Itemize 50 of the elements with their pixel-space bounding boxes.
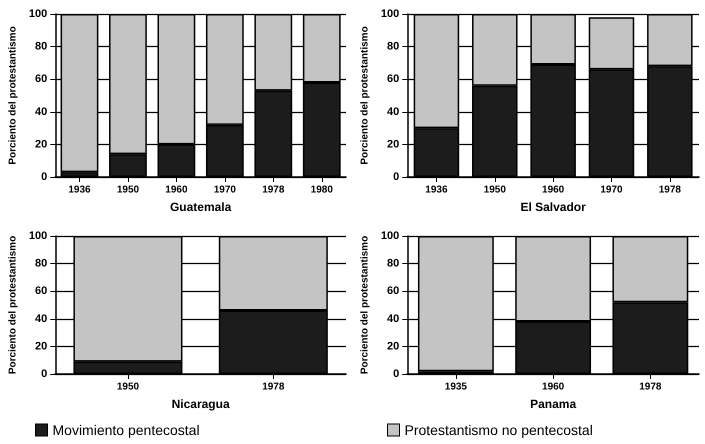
y-tick-label: 40 (35, 312, 48, 325)
y-tick-label: 80 (35, 258, 48, 270)
y-tick-label: 60 (35, 73, 48, 86)
x-tick-label: 1950 (116, 184, 140, 196)
x-tick-label: 1978 (658, 184, 682, 196)
y-tick-label: 20 (387, 138, 400, 150)
x-tick-label: 1978 (639, 382, 662, 392)
x-axis-title: Nicaragua (172, 397, 230, 411)
y-tick-label: 60 (387, 285, 400, 298)
legend-label: Movimiento pentecostal (52, 422, 200, 438)
x-axis-title: Panama (530, 397, 576, 411)
y-axis-title: Porciento del protestantismo (8, 26, 18, 165)
y-tick-label: 40 (387, 312, 400, 325)
x-tick-label: 1980 (310, 184, 334, 196)
x-tick-label: 1960 (165, 184, 188, 196)
y-tick-label: 0 (41, 368, 48, 380)
y-tick-label: 100 (28, 230, 48, 242)
y-axis-title: Porciento del protestantismo (8, 236, 18, 374)
x-tick-label: 1936 (68, 184, 92, 196)
y-tick-label: 60 (387, 73, 400, 86)
y-tick-label: 100 (380, 8, 400, 20)
y-tick-label: 20 (387, 340, 400, 352)
y-tick-label: 60 (35, 285, 48, 298)
x-axis-title: Guatemala (170, 200, 232, 214)
x-tick-label: 1950 (116, 382, 140, 392)
x-tick-label: 1960 (542, 382, 565, 392)
x-tick-label: 1950 (484, 184, 506, 196)
y-tick-label: 80 (387, 258, 400, 270)
y-tick-label: 100 (28, 8, 48, 20)
y-tick-label: 40 (35, 106, 48, 118)
x-tick-label: 1970 (600, 184, 624, 196)
y-tick-label: 0 (393, 171, 400, 183)
y-tick-label: 40 (387, 106, 400, 118)
y-axis-title: Porciento del protestantismo (360, 26, 370, 165)
x-tick-label: 1978 (262, 184, 285, 196)
y-tick-label: 20 (35, 340, 48, 352)
x-tick-label: 1970 (214, 184, 236, 196)
legend-label: Protestantismo no pentecostal (404, 422, 593, 438)
y-tick-label: 0 (393, 368, 400, 380)
x-tick-label: 1978 (262, 382, 285, 392)
y-axis-title: Porciento del protestantismo (360, 236, 370, 374)
x-axis-title: El Salvador (520, 200, 586, 214)
x-tick-label: 1935 (444, 382, 468, 392)
y-tick-label: 80 (387, 40, 400, 53)
y-tick-label: 20 (35, 138, 48, 150)
x-tick-label: 1936 (425, 184, 448, 196)
y-tick-label: 80 (35, 40, 48, 53)
x-tick-label: 1960 (542, 184, 565, 196)
y-tick-label: 0 (41, 171, 48, 183)
y-tick-label: 100 (380, 230, 400, 242)
